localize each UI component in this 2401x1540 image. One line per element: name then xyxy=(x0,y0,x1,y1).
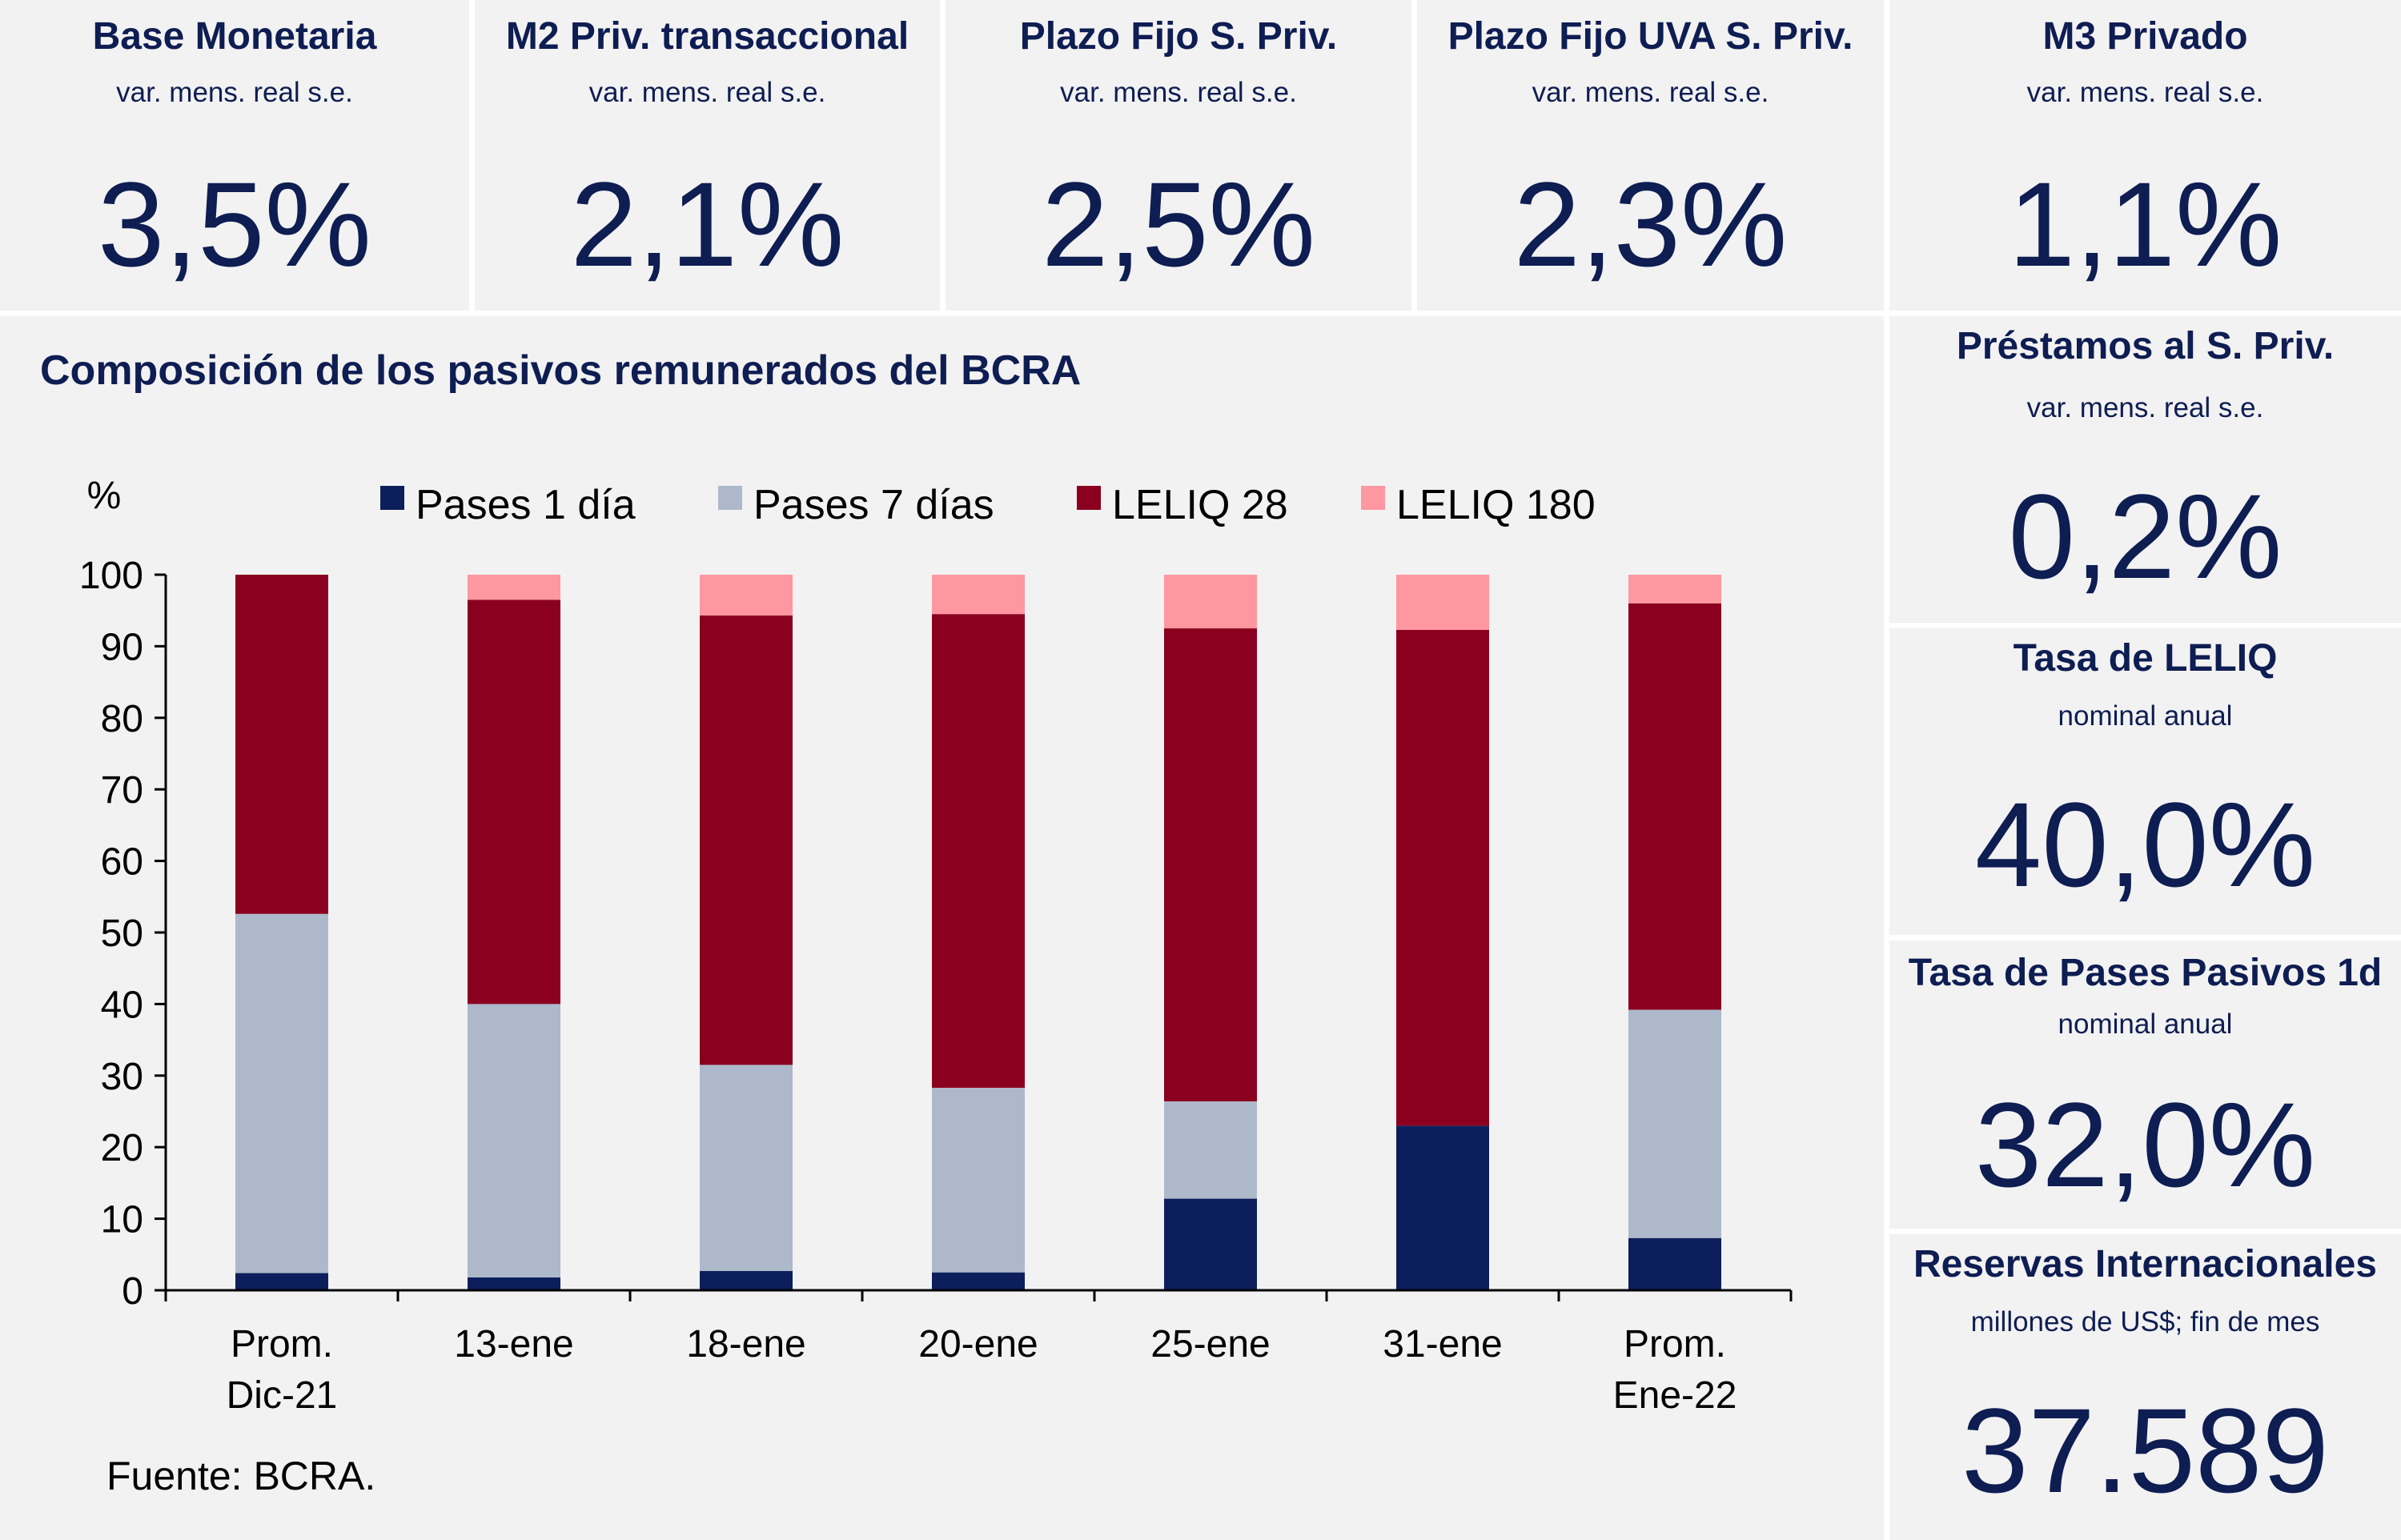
x-tick-label: 13-ene xyxy=(454,1323,573,1366)
chart-title: Composición de los pasivos remunerados d… xyxy=(40,347,1082,394)
y-tick-label: 60 xyxy=(101,841,143,884)
bar-segment xyxy=(700,1270,793,1290)
kpi-value: 40,0% xyxy=(1974,777,2316,912)
bar-segment xyxy=(468,575,560,600)
kpi-title: M3 Privado xyxy=(2042,15,2248,58)
legend-label: Pases 7 días xyxy=(753,482,994,528)
bar-segment xyxy=(468,1277,560,1290)
kpi-subtitle: nominal anual xyxy=(2058,700,2233,732)
x-tick-label: 31-ene xyxy=(1383,1323,1502,1366)
y-tick-label: 20 xyxy=(101,1127,143,1169)
bar-segment xyxy=(1628,575,1721,604)
kpi-value: 2,3% xyxy=(1513,157,1788,291)
kpi-prestamos: Préstamos al S. Priv. var. mens. real s.… xyxy=(1889,316,2401,623)
kpi-title: M2 Priv. transaccional xyxy=(505,15,909,58)
bar-segment xyxy=(932,575,1025,615)
x-tick-label: 25-ene xyxy=(1150,1323,1270,1366)
kpi-subtitle: var. mens. real s.e. xyxy=(588,77,826,108)
legend-swatch xyxy=(1361,486,1385,510)
bar-segment xyxy=(1396,575,1489,630)
y-axis-label: % xyxy=(87,475,122,517)
chart-panel: 0 10 20 30 40 50 60 70 80 90 100% Prom. Dic-21 13-ene… xyxy=(0,316,1884,1540)
x-tick-label: 20-ene xyxy=(918,1323,1038,1366)
kpi-value: 0,2% xyxy=(2008,469,2283,604)
bar-segment xyxy=(1164,628,1257,1101)
legend-swatch xyxy=(718,486,742,510)
bar-segment xyxy=(932,614,1025,1088)
kpi-reservas: Reservas Internacionales millones de US$… xyxy=(1889,1234,2401,1540)
kpi-value: 3,5% xyxy=(98,157,371,291)
kpi-title: Plazo Fijo UVA S. Priv. xyxy=(1447,15,1853,58)
bar-segment xyxy=(468,600,560,1005)
kpi-value: 37.589 xyxy=(1961,1383,2329,1518)
bar-segment xyxy=(932,1272,1025,1290)
kpi-tasa-leliq: Tasa de LELIQ nominal anual 40,0% xyxy=(1889,628,2401,935)
bar-segment xyxy=(235,1273,328,1290)
y-tick-label: 70 xyxy=(101,769,143,812)
bar-segment xyxy=(1396,629,1489,1126)
y-tick-label: 50 xyxy=(101,912,143,955)
kpi-value: 2,1% xyxy=(570,157,845,291)
kpi-subtitle: var. mens. real s.e. xyxy=(116,77,353,108)
bar-segment xyxy=(1628,1009,1721,1238)
kpi-plazo-fijo: Plazo Fijo S. Priv. var. mens. real s.e.… xyxy=(946,0,1411,311)
kpi-value: 1,1% xyxy=(2008,157,2283,291)
bar-segment xyxy=(1628,603,1721,1010)
y-tick-label: 0 xyxy=(122,1270,143,1313)
bar-segment xyxy=(700,575,793,616)
kpi-plazo-fijo-uva: Plazo Fijo UVA S. Priv. var. mens. real … xyxy=(1417,0,1884,311)
kpi-tasa-pases: Tasa de Pases Pasivos 1d nominal anual 3… xyxy=(1889,940,2401,1229)
y-tick-label: 80 xyxy=(101,698,143,740)
kpi-m2: M2 Priv. transaccional var. mens. real s… xyxy=(475,0,940,311)
kpi-title: Base Monetaria xyxy=(92,15,377,58)
kpi-subtitle: var. mens. real s.e. xyxy=(1060,77,1297,108)
kpi-value: 32,0% xyxy=(1974,1077,2316,1212)
bar-segment xyxy=(1164,1198,1257,1290)
kpi-m3: M3 Privado var. mens. real s.e. 1,1% xyxy=(1889,0,2401,311)
bar-segment xyxy=(1164,1101,1257,1199)
legend-swatch xyxy=(380,486,404,510)
kpi-subtitle: var. mens. real s.e. xyxy=(1532,77,1769,108)
legend-label: LELIQ 180 xyxy=(1396,482,1596,528)
legend-label: Pases 1 día xyxy=(416,482,636,528)
x-tick-label: Prom. Dic-21 xyxy=(227,1323,338,1417)
legend-label: LELIQ 28 xyxy=(1112,482,1288,528)
bar-segment xyxy=(700,1065,793,1271)
bar-segment xyxy=(235,913,328,1273)
kpi-subtitle: nominal anual xyxy=(2058,1009,2233,1040)
kpi-subtitle: var. mens. real s.e. xyxy=(2026,392,2264,423)
bar-segment xyxy=(1396,1125,1489,1290)
kpi-title: Tasa de Pases Pasivos 1d xyxy=(1908,952,2383,994)
x-tick-label: 18-ene xyxy=(686,1323,805,1366)
y-tick-label: 100 xyxy=(79,555,143,597)
bar-segment xyxy=(700,615,793,1065)
kpi-subtitle: var. mens. real s.e. xyxy=(2026,77,2264,108)
bar-segment xyxy=(1628,1237,1721,1290)
kpi-title: Plazo Fijo S. Priv. xyxy=(1019,15,1338,58)
bar-segment xyxy=(1164,575,1257,629)
source-note: Fuente: BCRA. xyxy=(106,1454,376,1498)
y-tick-label: 90 xyxy=(101,626,143,668)
kpi-title: Reservas Internacionales xyxy=(1913,1243,2377,1285)
y-tick-label: 30 xyxy=(101,1056,143,1098)
kpi-base-monetaria: Base Monetaria var. mens. real s.e. 3,5% xyxy=(0,0,469,311)
kpi-subtitle: millones de US$; fin de mes xyxy=(1970,1306,2320,1337)
bar-segment xyxy=(932,1087,1025,1273)
stacked-bar-chart: 0 10 20 30 40 50 60 70 80 90 100% Prom. Dic-21 13-ene… xyxy=(79,475,1793,1417)
kpi-title: Préstamos al S. Priv. xyxy=(1956,325,2335,367)
kpi-value: 2,5% xyxy=(1042,157,1315,291)
y-tick-label: 10 xyxy=(101,1199,143,1241)
x-tick-label: Prom. Ene-22 xyxy=(1613,1323,1737,1417)
kpi-title: Tasa de LELIQ xyxy=(2013,637,2278,680)
bar-segment xyxy=(235,575,328,914)
y-tick-label: 40 xyxy=(101,984,143,1026)
bar-segment xyxy=(468,1004,560,1277)
legend-swatch xyxy=(1077,486,1101,510)
